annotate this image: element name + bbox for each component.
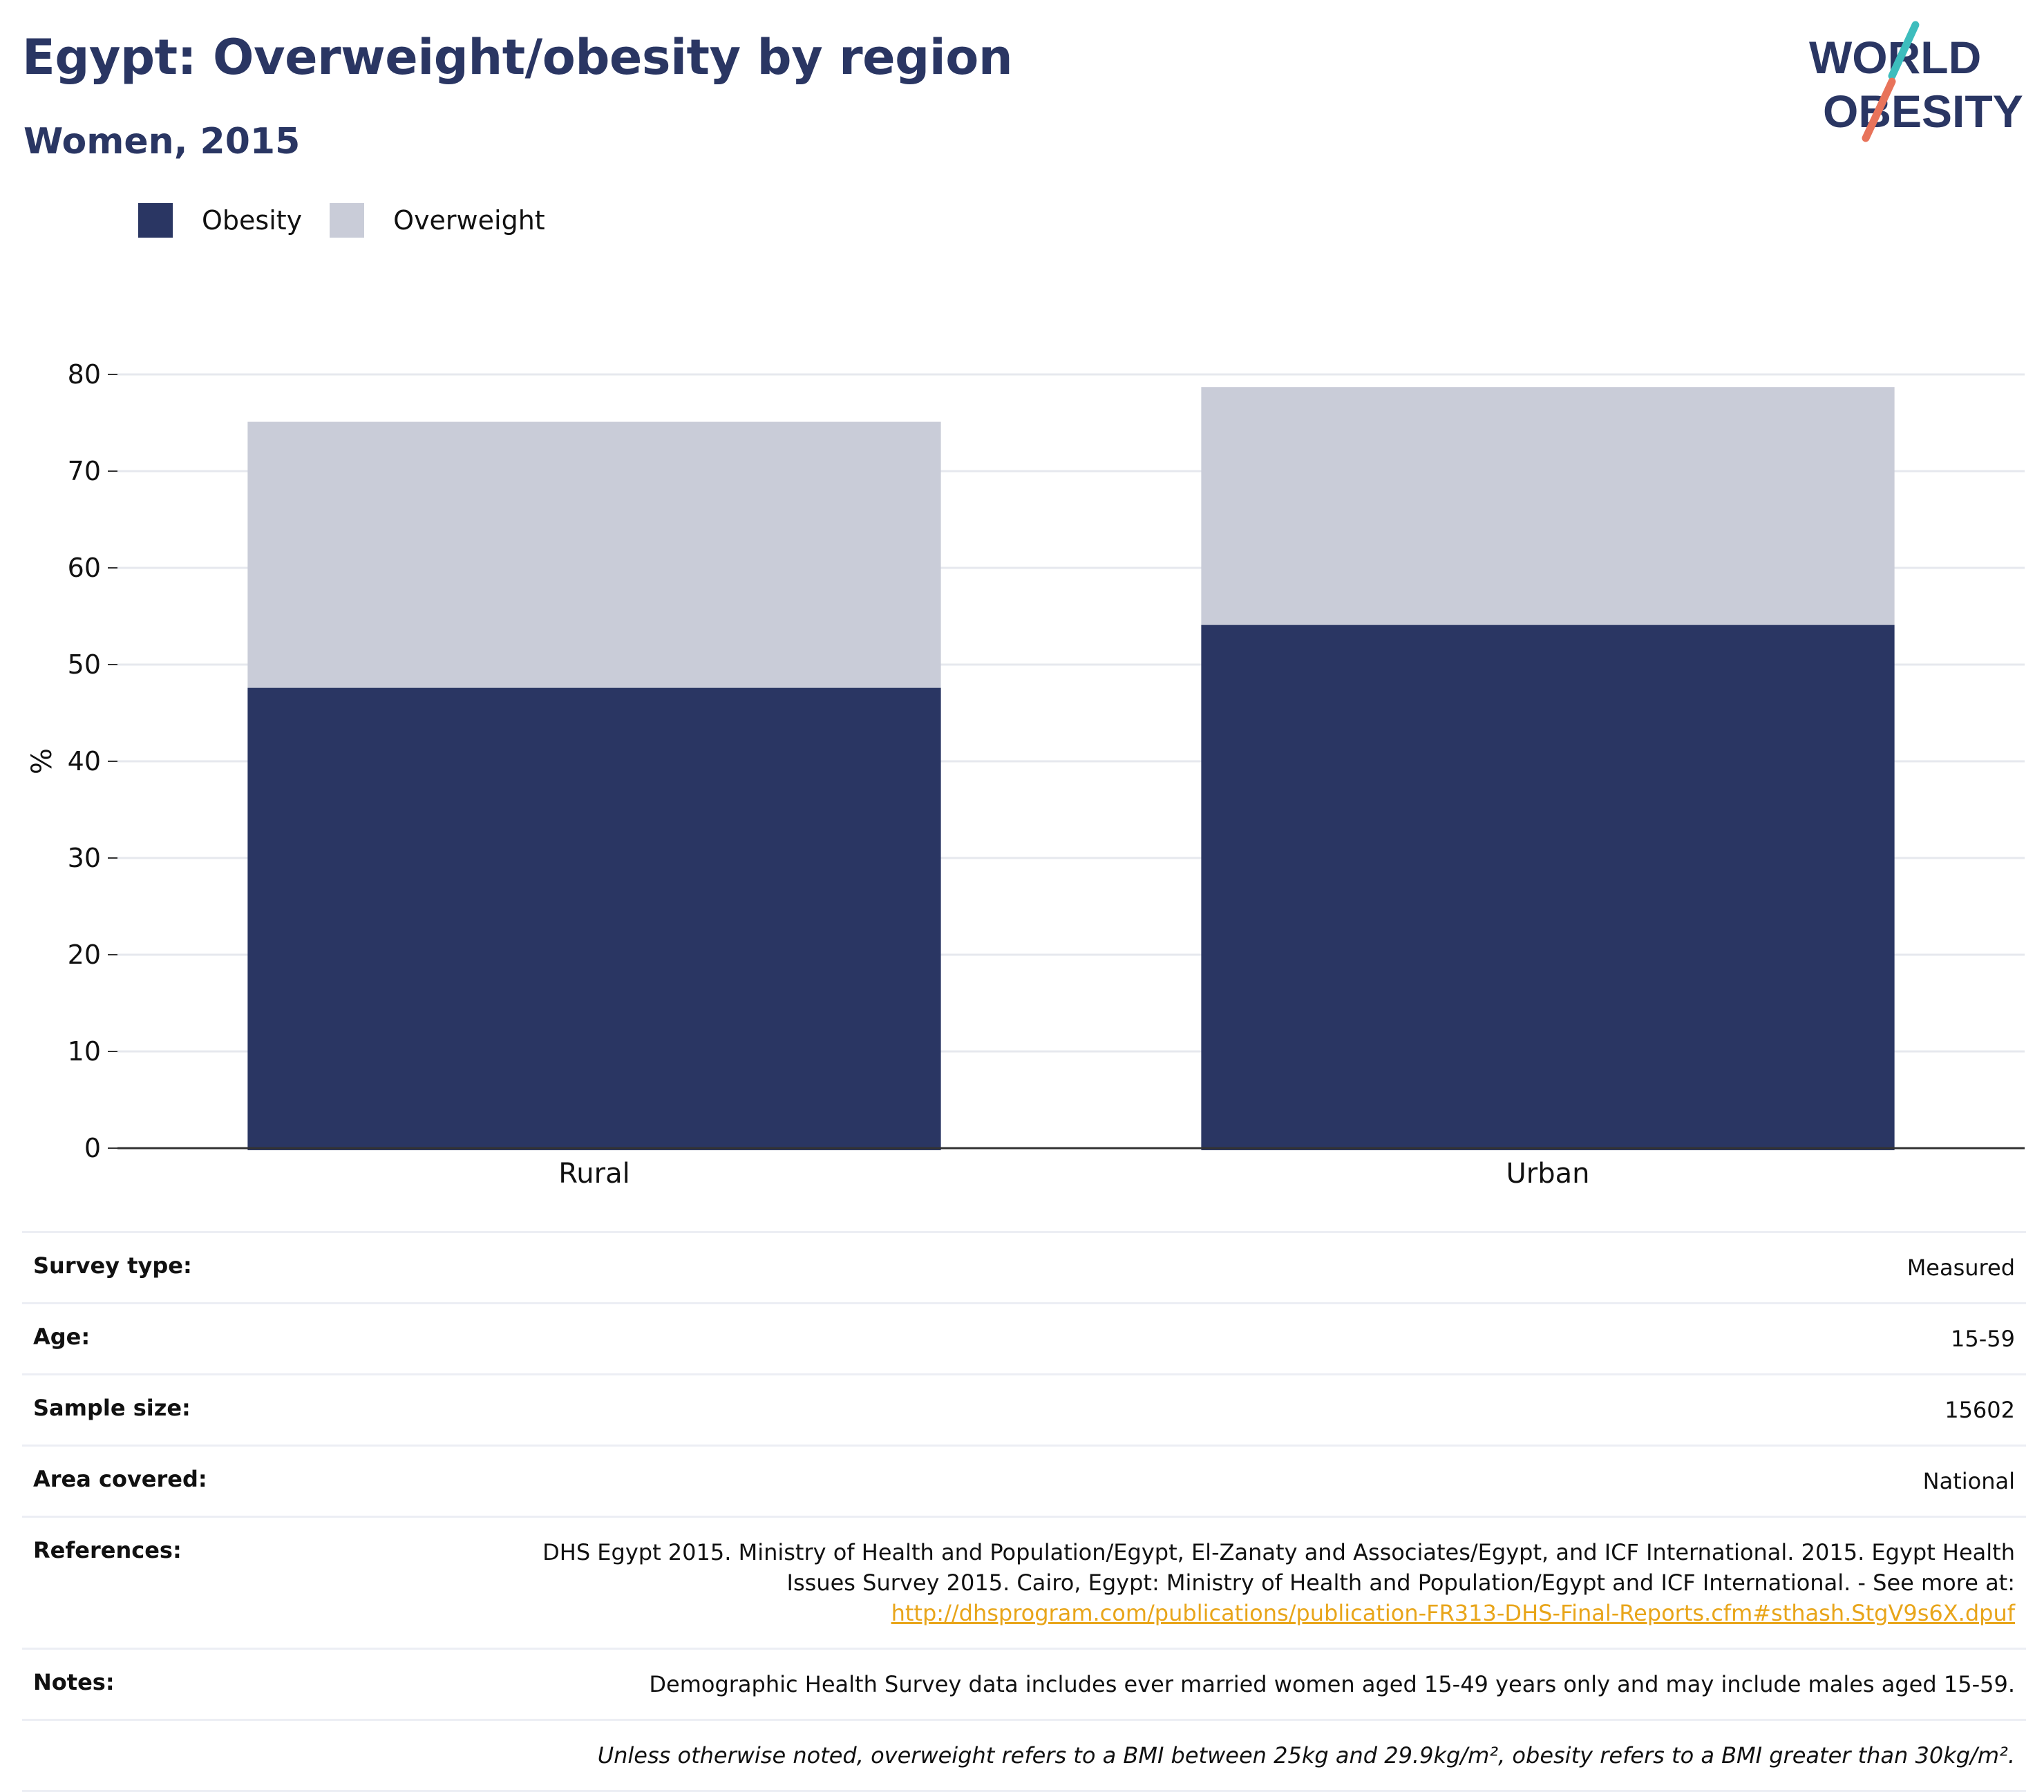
legend-label-overweight: Overweight xyxy=(393,205,545,236)
logo-text-line2: OBESITY xyxy=(1823,86,2023,137)
legend-swatch-overweight xyxy=(330,203,365,238)
chart-legend: Obesity Overweight xyxy=(138,203,573,238)
chart-subtitle: Women, 2015 xyxy=(23,121,301,162)
x-tick-label: Urban xyxy=(1506,1158,1590,1190)
bmi-footnote: Unless otherwise noted, overweight refer… xyxy=(597,1742,2015,1769)
legend-item-overweight[interactable]: Overweight xyxy=(330,203,545,238)
legend-label-obesity: Obesity xyxy=(202,205,303,236)
y-tick-label: 50 xyxy=(68,649,101,680)
y-tick-label: 80 xyxy=(68,359,101,390)
legend-item-obesity[interactable]: Obesity xyxy=(138,203,302,238)
logo-slash-teal xyxy=(1888,21,1920,80)
age-value: 15-59 xyxy=(1951,1326,2015,1352)
y-axis-label: % xyxy=(26,748,58,774)
bar-overweight-rural xyxy=(247,421,941,688)
bar-obesity-rural xyxy=(247,687,941,1150)
references-text: DHS Egypt 2015. Ministry of Health and P… xyxy=(542,1539,2015,1596)
survey-type-value: Measured xyxy=(1906,1255,2015,1281)
y-tick-label: 10 xyxy=(68,1036,101,1067)
notes-label: Notes: xyxy=(33,1669,115,1695)
chart-title: Egypt: Overweight/obesity by region xyxy=(22,29,1013,86)
references-link[interactable]: http://dhsprogram.com/publications/publi… xyxy=(891,1600,2015,1626)
info-row-age: Age: 15-59 xyxy=(22,1302,2026,1373)
y-tick-label: 70 xyxy=(68,456,101,486)
y-tick-label: 40 xyxy=(68,746,101,776)
bar-chart: 0 10 20 30 40 50 60 70 80% Rural Urban xyxy=(26,359,2025,1190)
info-row-footnote: Unless otherwise noted, overweight refer… xyxy=(22,1719,2026,1792)
notes-value: Demographic Health Survey data includes … xyxy=(649,1671,2015,1697)
logo-slash-coral xyxy=(1862,77,1896,142)
bar-obesity-urban xyxy=(1201,625,1895,1150)
area-value: National xyxy=(1922,1468,2015,1494)
info-row-sample-size: Sample size: 15602 xyxy=(22,1373,2026,1445)
info-row-notes: Notes: Demographic Health Survey data in… xyxy=(22,1648,2026,1719)
survey-type-label: Survey type: xyxy=(33,1252,192,1279)
sample-size-value: 15602 xyxy=(1944,1397,2015,1423)
y-tick-label: 20 xyxy=(68,940,101,970)
info-row-survey-type: Survey type: Measured xyxy=(22,1231,2026,1302)
legend-swatch-obesity xyxy=(138,203,173,238)
y-tick-label: 60 xyxy=(68,553,101,583)
y-tick-label: 0 xyxy=(84,1133,101,1163)
world-obesity-logo: WORLD OBESITY xyxy=(1809,21,2023,142)
x-tick-label: Rural xyxy=(558,1158,630,1190)
sample-size-label: Sample size: xyxy=(33,1395,191,1421)
references-value: DHS Egypt 2015. Ministry of Health and P… xyxy=(529,1537,2015,1628)
bar-overweight-urban xyxy=(1201,387,1895,625)
survey-info-table: Survey type: Measured Age: 15-59 Sample … xyxy=(22,1231,2026,1792)
references-label: References: xyxy=(33,1537,182,1563)
y-tick-label: 30 xyxy=(68,843,101,873)
info-row-references: References: DHS Egypt 2015. Ministry of … xyxy=(22,1516,2026,1648)
area-label: Area covered: xyxy=(33,1466,207,1492)
age-label: Age: xyxy=(33,1324,91,1350)
info-row-area: Area covered: National xyxy=(22,1445,2026,1516)
